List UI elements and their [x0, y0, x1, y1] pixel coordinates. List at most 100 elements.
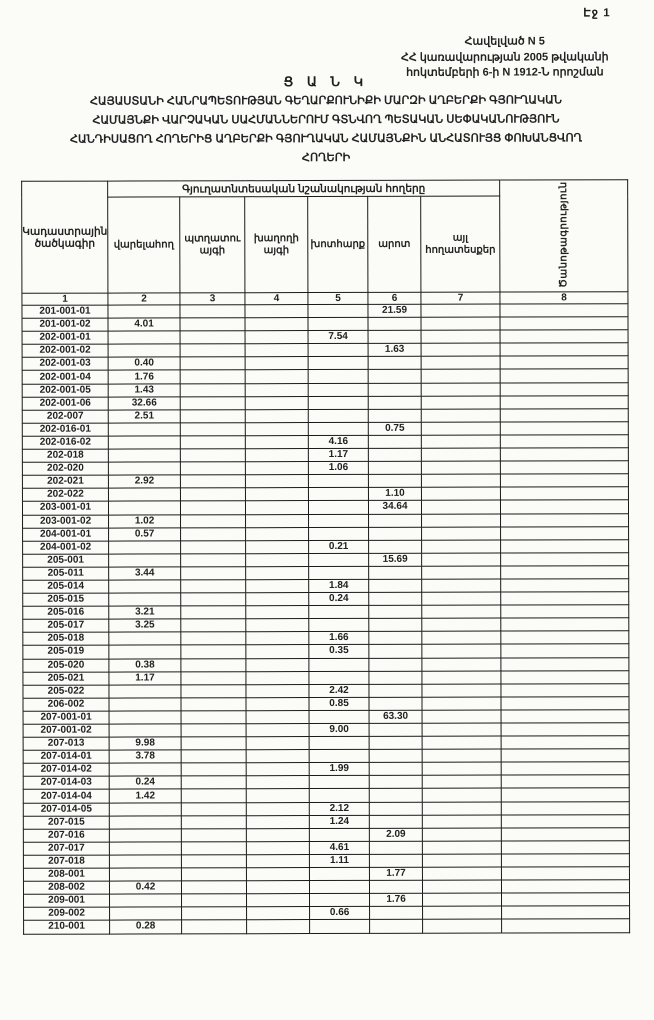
area-value-cell: 3.78: [109, 750, 182, 764]
area-value-cell: [245, 343, 309, 358]
col-header-note: Ծանոթագրություն: [499, 179, 628, 293]
area-value-cell: [501, 853, 630, 868]
area-value-cell: [246, 841, 310, 855]
area-value-cell: [181, 723, 247, 737]
area-value-cell: [180, 357, 246, 371]
area-value-cell: [309, 710, 370, 724]
area-value-cell: [368, 461, 422, 475]
vertical-note-label: Ծանոթագրություն: [558, 181, 570, 288]
area-value-cell: [368, 330, 422, 344]
group-header-agricultural-lands: Գյուղատնտեսական նշանակության հողերը: [107, 180, 500, 198]
title-line: ՀԱՆԴԻՍԱՑՈՂ ՀՈՂԵՐԻՑ ԱՂԲԵՐՔԻ ԳՅՈՒՂԱԿԱՆ ՀԱՄ…: [69, 132, 583, 146]
area-value-cell: [422, 814, 502, 829]
area-value-cell: [368, 644, 422, 658]
area-value-cell: 4.61: [309, 841, 370, 855]
area-value-cell: [368, 670, 422, 685]
area-value-cell: [368, 435, 422, 449]
area-value-cell: [181, 867, 247, 882]
area-value-cell: [108, 553, 181, 567]
area-value-cell: [500, 356, 629, 370]
area-value-cell: [180, 461, 246, 476]
area-value-cell: [308, 657, 369, 672]
area-value-cell: [422, 788, 502, 802]
area-value-cell: [108, 592, 181, 607]
area-value-cell: [422, 853, 502, 868]
area-value-cell: [180, 422, 246, 436]
cadastral-code-cell: 204-001-01: [22, 527, 109, 541]
area-value-cell: 2.42: [308, 684, 370, 698]
cadastral-code-cell: 207-018: [23, 855, 110, 869]
area-value-cell: 1.42: [109, 789, 182, 803]
column-number: 7: [420, 292, 500, 305]
cadastral-code-cell: 202-007: [22, 409, 109, 424]
area-value-cell: [109, 841, 182, 856]
area-value-cell: 3.25: [108, 619, 181, 633]
area-value-cell: [500, 578, 629, 593]
area-value-cell: [245, 631, 309, 646]
area-value-cell: [369, 841, 423, 855]
area-value-cell: [369, 775, 423, 789]
area-value-cell: [421, 356, 501, 370]
area-value-cell: [422, 840, 502, 855]
area-value-cell: [181, 893, 247, 908]
area-value-cell: [368, 683, 423, 698]
area-value-cell: [501, 709, 630, 724]
area-value-cell: [308, 343, 369, 357]
cadastral-code-cell: 205-017: [22, 619, 109, 633]
area-value-cell: [245, 684, 310, 698]
area-value-cell: [245, 618, 309, 633]
area-value-cell: [246, 880, 310, 894]
area-value-cell: [500, 513, 629, 527]
area-value-cell: [246, 723, 310, 737]
area-value-cell: [501, 879, 630, 894]
column-number: 1: [21, 293, 108, 306]
area-value-cell: [421, 526, 501, 540]
area-value-cell: [180, 474, 246, 489]
area-value-cell: [500, 421, 629, 435]
cadastral-code-cell: 205-019: [22, 645, 109, 659]
area-value-cell: [368, 539, 422, 554]
area-value-cell: [500, 526, 629, 540]
area-value-cell: [245, 579, 309, 593]
area-value-cell: [245, 330, 309, 344]
area-value-cell: [368, 657, 422, 672]
cadastral-code-cell: 203-001-02: [22, 514, 109, 528]
cadastral-code-cell: 202-001-05: [22, 383, 109, 397]
area-value-cell: [308, 605, 369, 619]
cadastral-code-cell: 207-013: [23, 737, 110, 751]
area-value-cell: [181, 749, 247, 764]
cadastral-code-cell: 202-001-03: [22, 357, 109, 371]
land-table: Կադաստրային ծածկագիր Գյուղատնտեսական նշա…: [21, 179, 630, 934]
cadastral-code-cell: 201-001-02: [21, 318, 109, 332]
appendix-line: Հավելված N 5: [464, 35, 545, 48]
area-value-cell: 1.66: [308, 631, 369, 645]
area-value-cell: [309, 867, 370, 881]
area-value-cell: [180, 317, 246, 332]
area-value-cell: [246, 815, 310, 829]
area-value-cell: [245, 553, 309, 567]
cadastral-code-cell: 207-017: [23, 841, 110, 856]
area-value-cell: [422, 906, 502, 920]
area-value-cell: [108, 488, 181, 502]
area-value-cell: [245, 500, 309, 515]
table-header: Կադաստրային ծածկագիր Գյուղատնտեսական նշա…: [21, 179, 628, 306]
area-value-cell: [245, 487, 309, 502]
area-value-cell: [307, 304, 369, 318]
area-value-cell: [180, 501, 246, 515]
area-value-cell: [501, 827, 630, 841]
area-value-cell: [421, 579, 501, 593]
area-value-cell: 1.17: [108, 671, 181, 685]
area-value-cell: [500, 591, 629, 606]
area-value-cell: [500, 487, 629, 501]
area-value-cell: [368, 382, 422, 397]
area-value-cell: [309, 893, 370, 907]
area-value-cell: [181, 815, 247, 829]
area-value-cell: [108, 344, 181, 358]
area-value-cell: [421, 644, 501, 658]
area-value-cell: [246, 775, 310, 790]
area-value-cell: [422, 775, 502, 789]
cadastral-code-cell: 208-002: [23, 881, 110, 895]
area-value-cell: [108, 501, 181, 515]
area-value-cell: 0.21: [308, 540, 369, 554]
area-value-cell: [421, 552, 501, 567]
